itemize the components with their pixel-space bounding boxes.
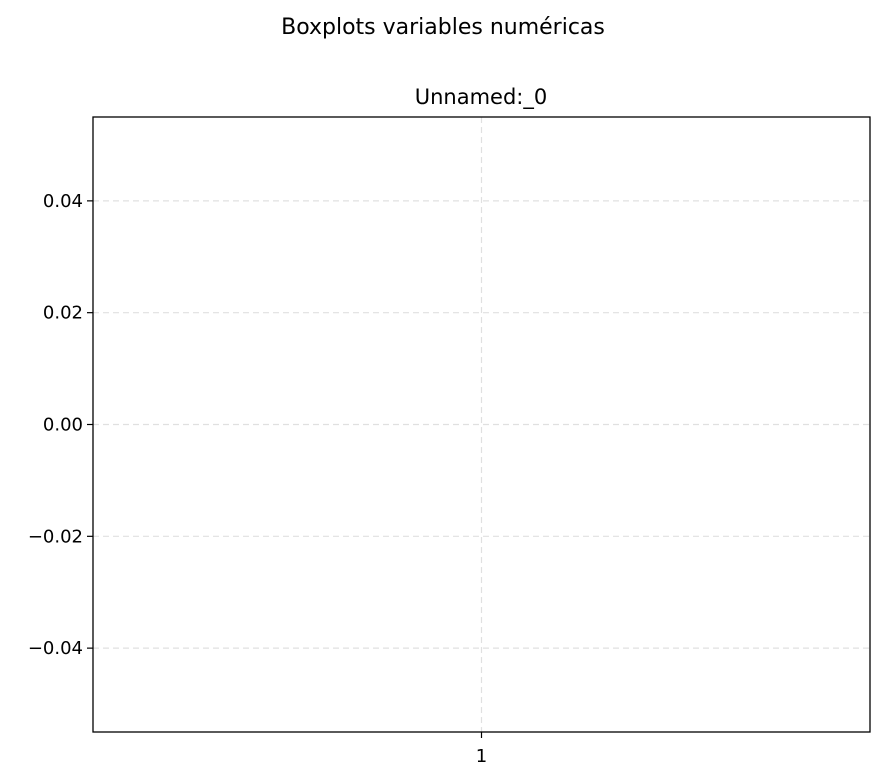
- y-tick-label: 0.00: [43, 415, 83, 436]
- x-tick-label: 1: [476, 746, 487, 767]
- y-tick-label: 0.04: [43, 191, 83, 212]
- grid-layer: [93, 117, 870, 732]
- y-axis: 0.04 0.02 0.00 −0.02 −0.04: [28, 191, 93, 659]
- axes-title: Unnamed:_0: [415, 85, 548, 110]
- x-axis: 1: [476, 732, 487, 767]
- y-tick-label: 0.02: [43, 303, 83, 324]
- y-tick-label: −0.04: [28, 638, 83, 659]
- y-tick-label: −0.02: [28, 526, 83, 547]
- chart-suptitle: Boxplots variables numéricas: [281, 15, 605, 40]
